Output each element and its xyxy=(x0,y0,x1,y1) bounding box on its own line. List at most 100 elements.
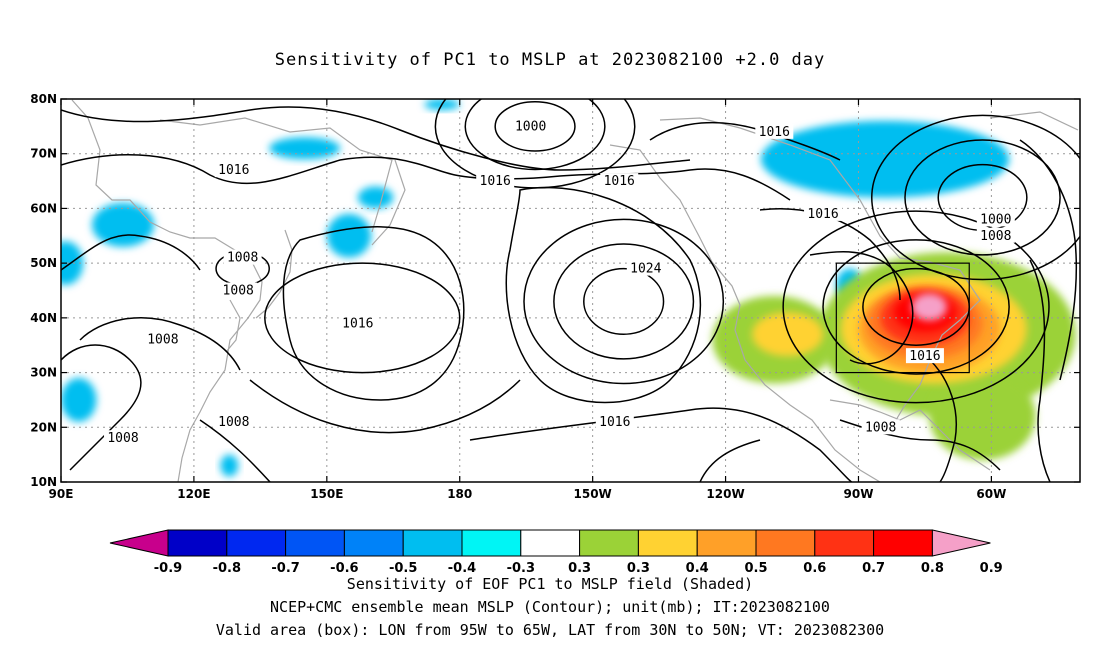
colorbar-cell xyxy=(520,529,581,557)
contour-label-bg xyxy=(338,315,377,331)
colorbar-label: 0.5 xyxy=(744,561,767,575)
colorbar-cell xyxy=(402,529,463,557)
colorbar-label: 0.3 xyxy=(568,561,591,575)
contour-label: 1024 xyxy=(630,262,661,277)
coastline-gulf xyxy=(829,399,991,471)
colorbar-cell xyxy=(579,529,639,557)
colorbar-label: -0.3 xyxy=(507,561,535,575)
colorbar-label: -0.7 xyxy=(271,561,299,575)
contour-label: 1008 xyxy=(865,420,896,435)
colorbar-cell xyxy=(755,529,816,557)
pressure-center-contour xyxy=(553,243,695,360)
lon-tick-label: 150W xyxy=(574,487,612,501)
coastline-alaska xyxy=(609,144,881,482)
pressure-center-contour xyxy=(904,139,1061,256)
contour-label-bg xyxy=(755,123,794,139)
colorbar-label: -0.4 xyxy=(448,561,476,575)
contour-label-bg xyxy=(476,173,515,189)
contour-label-bg xyxy=(143,331,182,347)
contour-label-bg xyxy=(104,430,143,446)
colorbar-label: 0.9 xyxy=(980,561,1003,575)
coastline-greenland xyxy=(989,111,1079,131)
contour-line xyxy=(809,250,914,365)
contour-label-bg xyxy=(600,173,639,189)
contour-label-bg xyxy=(861,419,900,435)
colorbar-label: 0.3 xyxy=(627,561,650,575)
pressure-centers xyxy=(215,99,1080,404)
contour-label-bg xyxy=(976,227,1015,243)
map-figure: 1008 1008 1008 1008 1008 1016 1016 1016 1000 1016… xyxy=(30,92,1081,575)
lon-tick-label: 90E xyxy=(49,487,74,501)
contour-label: 1008 xyxy=(980,229,1011,244)
contour-label: 1016 xyxy=(909,349,940,364)
lon-tick-label: 90W xyxy=(844,487,874,501)
colorbar-label: -0.5 xyxy=(389,561,417,575)
lat-tick-label: 80N xyxy=(30,92,57,106)
sensitivity-shading xyxy=(61,99,1076,477)
coastline-japan xyxy=(255,229,293,319)
pressure-center-contour xyxy=(464,99,606,171)
lat-tick-label: 50N xyxy=(30,256,57,270)
lon-tick-label: 120W xyxy=(706,487,744,501)
contour-line xyxy=(79,317,241,371)
caption-line-3: Valid area (box): LON from 95W to 65W, L… xyxy=(215,621,885,639)
contour-label: 1016 xyxy=(604,174,635,189)
shaded-region xyxy=(752,312,824,357)
contour-line xyxy=(1029,259,1051,482)
colorbar-cell xyxy=(461,529,522,557)
lat-tick-label: 60N xyxy=(30,201,57,215)
colorbar-label: -0.6 xyxy=(330,561,358,575)
contour-label-bg xyxy=(804,205,843,221)
pressure-center-contour xyxy=(583,267,665,336)
lon-tick-label: 60W xyxy=(976,487,1006,501)
contour-label-bg xyxy=(214,162,253,178)
caption-line-1: Sensitivity of EOF PC1 to MSLP field (Sh… xyxy=(346,575,754,593)
caption-line-2: NCEP+CMC ensemble mean MSLP (Contour); u… xyxy=(270,598,830,616)
lon-tick-label: 120E xyxy=(177,487,210,501)
contour-label: 1016 xyxy=(218,163,249,178)
contour-label-bg xyxy=(223,249,262,265)
contour-line xyxy=(199,419,271,482)
shaded-region xyxy=(326,213,372,258)
colorbar-label: 0.4 xyxy=(686,561,709,575)
contour-label: 1016 xyxy=(807,207,838,222)
pressure-center-contour xyxy=(822,239,1010,375)
shaded-region xyxy=(220,454,239,477)
contour-line xyxy=(759,208,901,301)
coastline-korea xyxy=(225,299,241,353)
colorbar-cell xyxy=(226,529,287,557)
contour-label: 1008 xyxy=(147,333,178,348)
contour-labels: 1008 1008 1008 1008 1008 1016 1016 1016 1000 1016… xyxy=(104,118,1015,446)
contour-label-bg xyxy=(905,348,944,364)
axis-ticks: 90E 120E 150E 180 150W 120W 90W 60W 10N 20N 30N 40N… xyxy=(30,92,1080,501)
colorbar: -0.9 -0.8 -0.7 -0.6 -0.5 -0.4 -0.3 0.3 0.3 0.4 0.5… xyxy=(109,529,1003,575)
lon-tick-label: 180 xyxy=(447,487,472,501)
colorbar-label: -0.9 xyxy=(154,561,182,575)
contour-line xyxy=(61,234,201,271)
shaded-region xyxy=(61,241,84,286)
lat-tick-label: 20N xyxy=(30,420,57,434)
contour-line xyxy=(505,186,702,404)
shaded-region xyxy=(92,202,155,247)
contour-line xyxy=(61,344,142,471)
contour-label: 1016 xyxy=(480,174,511,189)
pressure-center-contour xyxy=(782,210,1050,404)
contour-label: 1008 xyxy=(218,415,249,430)
contour-line xyxy=(929,359,957,482)
contour-label-bg xyxy=(976,211,1015,227)
colorbar-cell xyxy=(167,529,228,557)
coastline-kamchatka xyxy=(371,159,406,246)
contour-label: 1008 xyxy=(227,251,258,266)
pressure-center-contour xyxy=(434,99,636,189)
contour-label-bg xyxy=(214,413,253,429)
colorbar-end-triangle xyxy=(109,529,169,557)
coastline-siberia xyxy=(159,117,393,233)
shaded-region xyxy=(269,137,341,160)
colorbar-label: 0.6 xyxy=(803,561,826,575)
contour-label-bg xyxy=(219,282,258,298)
colorbar-cell xyxy=(873,529,933,557)
valid-area-box xyxy=(835,262,970,374)
contour-line xyxy=(699,439,761,482)
contour-line xyxy=(282,226,465,401)
contour-label: 1016 xyxy=(759,125,790,140)
